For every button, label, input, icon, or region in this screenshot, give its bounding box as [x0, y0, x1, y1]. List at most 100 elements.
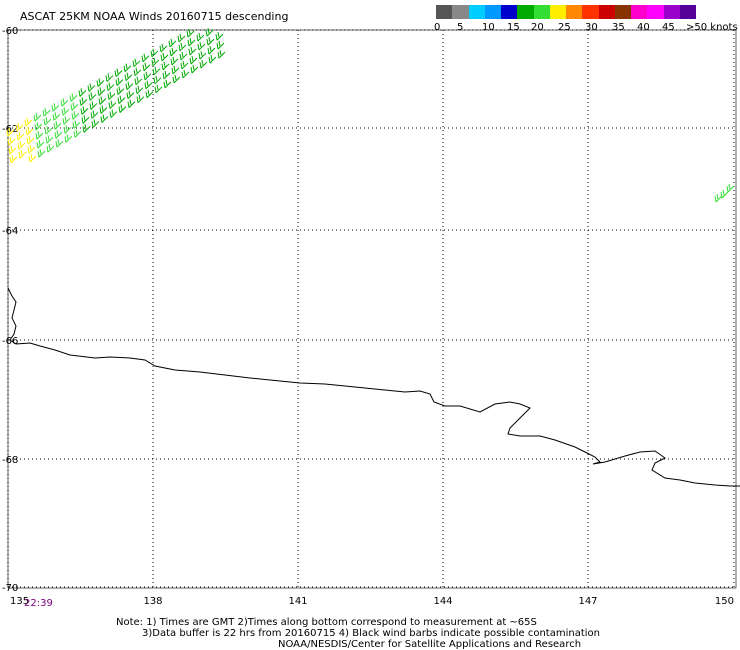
wind-barb: [169, 47, 178, 57]
legend-tick-label: 35: [612, 22, 625, 33]
wind-barb: [215, 32, 224, 41]
coastline: [7, 287, 740, 487]
wind-barb: [198, 50, 207, 60]
wind-barb: [90, 110, 99, 119]
wind-barb: [188, 46, 197, 56]
wind-barb: [15, 122, 24, 132]
wind-barb: [178, 42, 187, 52]
legend-tick-label: 30: [585, 22, 598, 33]
wind-barb: [44, 126, 53, 135]
lat-label: -60: [2, 26, 18, 37]
wind-barb: [171, 65, 180, 75]
wind-barb: [160, 52, 169, 62]
wind-barb: [87, 83, 96, 92]
wind-barb: [161, 61, 170, 71]
wind-barb: [100, 114, 109, 123]
wind-barb: [70, 102, 79, 111]
wind-barb: [79, 97, 88, 106]
wind-barb: [61, 107, 70, 116]
legend-tick-label: >50 knots: [686, 22, 738, 33]
wind-barb: [26, 136, 35, 145]
wind-barb: [114, 68, 123, 77]
wind-barb: [143, 71, 152, 81]
wind-barb: [153, 75, 162, 85]
legend-swatch-10: [598, 5, 615, 19]
wind-barb: [720, 189, 729, 199]
wind-barb: [196, 32, 205, 42]
wind-barb: [189, 55, 198, 65]
wind-barb: [25, 127, 34, 136]
wind-barb: [43, 117, 52, 126]
legend-swatch-0: [436, 5, 453, 19]
wind-barb: [177, 33, 186, 43]
lat-label: -70: [2, 583, 18, 594]
wind-barb: [89, 101, 98, 110]
map-frame: [7, 29, 737, 589]
wind-barb: [7, 136, 16, 146]
wind-barb: [162, 70, 171, 80]
wind-barb: [45, 135, 54, 144]
legend-swatch-9: [582, 5, 599, 19]
note-line-3: NOAA/NESDIS/Center for Satellite Applica…: [278, 639, 582, 650]
wind-barb: [62, 116, 71, 125]
wind-barb: [135, 85, 144, 95]
wind-barb: [208, 55, 217, 64]
wind-barb: [34, 122, 43, 131]
wind-barb: [190, 64, 199, 74]
wind-barb: [96, 78, 105, 87]
legend-swatch-13: [647, 5, 664, 19]
wind-barb: [16, 131, 25, 141]
wind-barb: [181, 69, 190, 79]
legend-tick-label: 0: [434, 22, 441, 33]
wind-barb: [73, 129, 82, 138]
wind-barb: [144, 80, 153, 90]
legend-swatch-1: [452, 5, 469, 19]
wind-barb: [36, 140, 45, 149]
legend-tick-label: 45: [662, 22, 675, 33]
wind-barb: [52, 112, 61, 121]
footnotes: Note: 1) Times are GMT 2)Times along bot…: [116, 617, 600, 650]
wind-barb: [116, 86, 125, 95]
wind-barb: [105, 73, 114, 82]
wind-barb: [28, 154, 37, 163]
wind-barb: [42, 108, 51, 117]
wind-barb: [179, 51, 188, 61]
wind-barb: [199, 59, 208, 69]
wind-barb: [33, 113, 42, 122]
wind-barb: [60, 98, 69, 107]
lat-label: -66: [2, 336, 18, 347]
wind-barb: [127, 99, 136, 109]
note-line-1: Note: 1) Times are GMT 2)Times along bot…: [116, 617, 537, 628]
wind-barb: [125, 81, 134, 91]
lat-lon-grid: [7, 29, 737, 590]
wind-barb: [136, 94, 145, 104]
lon-label: 138: [143, 596, 162, 607]
wind-barb: [71, 111, 80, 120]
wind-barb: [180, 60, 189, 70]
wind-barb: [206, 37, 215, 46]
lon-label: 135: [10, 596, 29, 607]
lon-label: 141: [288, 596, 307, 607]
wind-barb: [714, 193, 723, 203]
wind-barb: [205, 28, 214, 37]
pass-time-label: 22:39: [24, 598, 53, 609]
wind-barb: [55, 139, 64, 148]
wind-barb: [78, 88, 87, 97]
wind-barb: [9, 154, 18, 164]
wind-barb: [117, 95, 126, 104]
legend-swatch-14: [663, 5, 680, 19]
legend-swatch-2: [468, 5, 485, 19]
note-line-2: 3)Data buffer is 22 hrs from 20160715 4)…: [142, 628, 600, 639]
legend-tick-label: 25: [558, 22, 571, 33]
wind-barb: [109, 109, 118, 118]
wind-barb: [17, 140, 26, 150]
wind-barb: [69, 93, 78, 102]
wind-barb: [72, 120, 81, 129]
legend-tick-label: 10: [482, 22, 495, 33]
wind-barb: [82, 124, 91, 133]
wind-barb: [150, 48, 159, 58]
wind-barb: [134, 76, 143, 86]
wind-barb: [123, 63, 132, 73]
legend-tick-label: 20: [531, 22, 544, 33]
